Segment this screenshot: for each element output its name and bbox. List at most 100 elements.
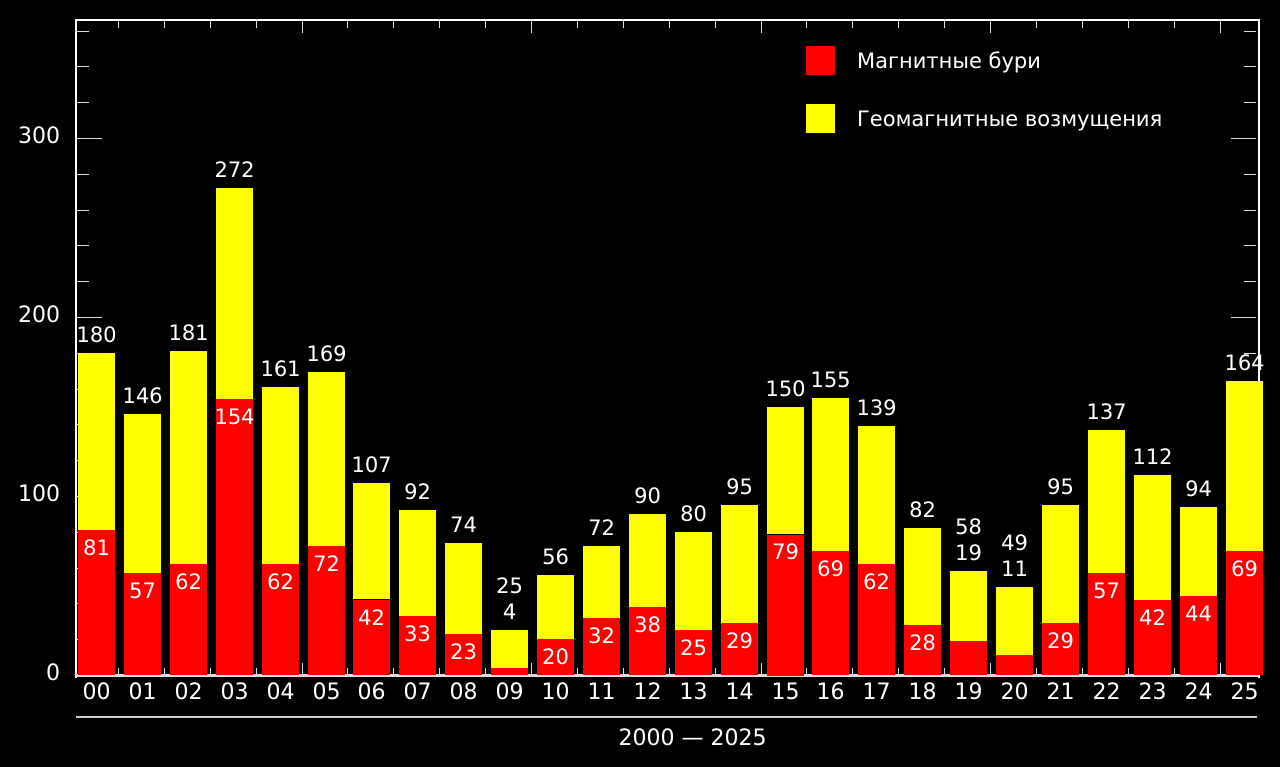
bar-segment-storms [583,618,620,675]
bar-segment-storms [216,399,253,675]
x-axis-line [75,674,1259,677]
bar-segment-disturbances [78,353,115,530]
x-axis-label: 14 [725,680,754,705]
x-tick-bottom [1036,668,1037,675]
x-tick-top [256,21,257,28]
bar-22 [1088,430,1125,675]
x-tick-top [852,21,853,28]
x-tick-top [898,21,899,28]
storm-value-label: 81 [83,536,110,560]
x-axis-label: 03 [220,680,249,705]
bar-segment-disturbances [1088,430,1125,573]
y-tick-right [1244,281,1256,282]
total-value-label: 90 [634,484,661,508]
bar-segment-disturbances [950,571,987,641]
bar-04 [262,387,299,675]
bar-segment-storms [1042,623,1079,675]
x-tick-bottom [898,668,899,675]
total-value-label: 58 [955,515,982,539]
storm-value-label: 69 [1231,557,1258,581]
y-tick-right [1244,102,1256,103]
bar-17 [858,426,895,675]
x-tick-bottom [210,668,211,675]
bar-12 [629,514,666,675]
plot-frame [75,19,1260,678]
storm-value-label: 32 [588,624,615,648]
storm-value-label: 62 [267,570,294,594]
x-axis-label: 09 [495,680,524,705]
legend-label-storms: Магнитные бури [857,48,1041,73]
x-tick-top [118,21,119,28]
storm-value-label: 29 [726,629,753,653]
bar-segment-disturbances [904,528,941,625]
x-tick-bottom [623,668,624,675]
total-value-label: 137 [1086,400,1127,424]
bar-segment-disturbances [583,546,620,618]
x-tick-bottom [1128,668,1129,675]
y-tick-right [1244,245,1256,246]
bar-08 [445,543,482,675]
x-tick-bottom [302,663,303,675]
y-axis-label: 200 [18,303,60,328]
total-value-label: 164 [1224,351,1265,375]
bar-segment-storms [1180,596,1217,675]
y-tick-left [77,102,89,103]
bar-segment-storms [399,616,436,675]
total-value-label: 107 [351,453,392,477]
bar-segment-disturbances [1042,505,1079,623]
y-tick-right [1231,675,1256,676]
bar-06 [353,483,390,675]
x-axis-label: 08 [449,680,478,705]
total-value-label: 272 [214,158,255,182]
bar-16 [812,398,849,675]
x-tick-bottom [485,668,486,675]
x-tick-top [531,21,532,33]
bar-10 [537,575,574,675]
total-value-label: 56 [542,545,569,569]
total-value-label: 150 [765,377,806,401]
x-axis-label: 19 [954,680,983,705]
x-tick-top [393,21,394,28]
storm-value-label: 11 [1001,557,1028,581]
x-tick-bottom [531,663,532,675]
x-tick-top [210,21,211,28]
legend-item-storms: Магнитные бури [806,46,1041,75]
x-axis-label: 13 [679,680,708,705]
total-value-label: 95 [1047,475,1074,499]
x-tick-top [439,21,440,28]
bar-segment-storms [721,623,758,675]
y-tick-right [1231,138,1256,139]
x-axis-label: 02 [174,680,203,705]
bar-segment-disturbances [491,630,528,668]
y-tick-right [1244,174,1256,175]
legend-label-disturbances: Геомагнитные возмущения [857,106,1163,131]
storm-value-label: 25 [680,636,707,660]
bar-segment-storms [1226,551,1263,675]
y-tick-left [77,675,102,676]
bar-11 [583,546,620,675]
y-axis-label: 100 [18,482,60,507]
y-tick-right [1244,353,1256,354]
bar-segment-disturbances [124,414,161,573]
x-tick-top [485,21,486,28]
bar-00 [78,353,115,675]
bar-15 [767,407,804,676]
legend-swatch-yellow-icon [806,104,835,133]
bar-05 [308,372,345,675]
bar-segment-disturbances [1134,475,1171,600]
x-tick-top [164,21,165,28]
x-axis-label: 16 [816,680,845,705]
storm-value-label: 29 [1047,629,1074,653]
x-axis-label: 05 [312,680,341,705]
bar-segment-disturbances [353,483,390,599]
total-value-label: 95 [726,475,753,499]
total-value-label: 80 [680,502,707,526]
bar-09 [491,630,528,675]
storm-value-label: 42 [358,606,385,630]
total-value-label: 49 [1001,531,1028,555]
bar-segment-disturbances [445,543,482,634]
x-tick-top [715,21,716,28]
storm-value-label: 28 [909,631,936,655]
bar-segment-disturbances [170,351,207,564]
x-tick-top [1128,21,1129,28]
